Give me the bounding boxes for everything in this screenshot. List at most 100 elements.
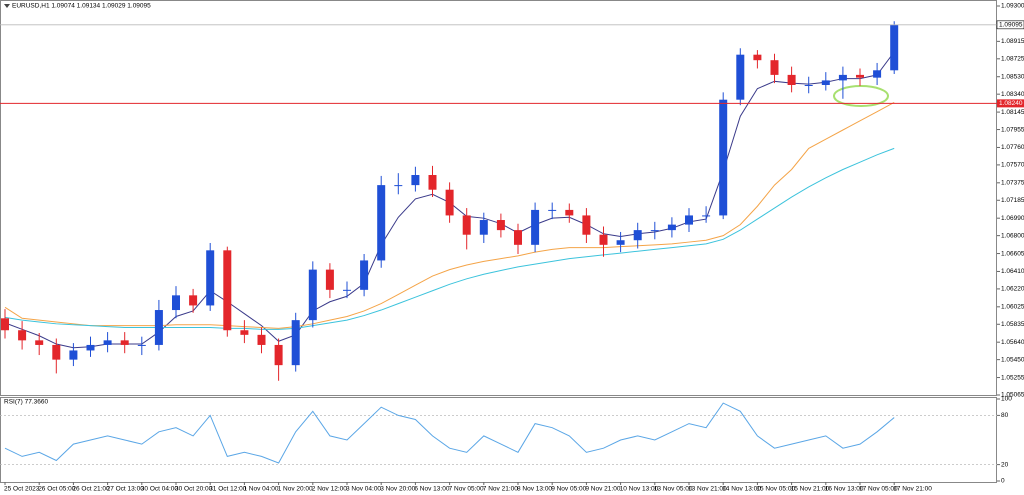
candle-body xyxy=(514,230,522,245)
rsi-panel xyxy=(0,397,997,483)
x-tick-label: 16 Nov 13:00 xyxy=(825,486,864,493)
x-tick-label: 17 Nov 21:00 xyxy=(893,486,932,493)
y-tick-label: 1.07375 xyxy=(1001,180,1024,187)
candle-body xyxy=(120,340,129,345)
rsi-line xyxy=(4,402,895,464)
support-label: 1.08240 xyxy=(999,100,1023,107)
y-tick-label: 1.05835 xyxy=(1001,321,1024,328)
candle-body xyxy=(770,60,779,75)
y-tick-label: 1.06410 xyxy=(1001,268,1024,275)
moving-average xyxy=(4,102,895,329)
candle-body xyxy=(411,175,420,186)
highlight-ellipse xyxy=(833,85,889,107)
current-price-label: 1.09095 xyxy=(999,22,1023,29)
candle-body xyxy=(821,80,830,85)
candle-body xyxy=(445,189,454,216)
candle-body xyxy=(18,330,27,341)
candle-body xyxy=(69,350,78,360)
candle-body xyxy=(479,220,488,235)
y-tick-label: 1.08725 xyxy=(1001,56,1024,63)
x-tick-label: 17 Nov 05:00 xyxy=(859,486,898,493)
x-tick-label: 1 Nov 20:00 xyxy=(278,486,313,493)
candle-body xyxy=(838,74,847,81)
candle-body xyxy=(377,185,386,261)
x-tick-label: 26 Oct 05:00 xyxy=(38,486,76,493)
x-tick-label: 14 Nov 13:00 xyxy=(722,486,761,493)
y-tick-label: 1.08145 xyxy=(1001,109,1024,116)
candle-body xyxy=(650,230,659,232)
candle-body xyxy=(565,209,574,216)
candle-body xyxy=(462,215,471,235)
y-tick-label: 1.05255 xyxy=(1001,374,1024,381)
support-label-box xyxy=(997,99,1024,108)
x-tick-label: 3 Nov 04:00 xyxy=(346,486,381,493)
y-tick-label: 1.08340 xyxy=(1001,91,1024,98)
candle-body xyxy=(360,260,369,290)
y-tick-label: 1.07185 xyxy=(1001,197,1024,204)
y-tick-label: 1.07570 xyxy=(1001,162,1024,169)
candle-body xyxy=(86,344,95,351)
candle-body xyxy=(257,334,266,345)
x-tick-label: 30 Oct 04:00 xyxy=(141,486,179,493)
moving-average xyxy=(4,147,895,330)
x-tick-label: 26 Oct 21:00 xyxy=(72,486,110,493)
candle-body xyxy=(873,70,882,78)
x-tick-label: 31 Oct 12:00 xyxy=(209,486,247,493)
y-tick-label: 1.07760 xyxy=(1001,144,1024,151)
candle-body xyxy=(719,99,728,216)
y-tick-label: 80 xyxy=(1001,412,1009,419)
price-panel xyxy=(0,0,997,396)
x-tick-label: 8 Nov 13:00 xyxy=(517,486,552,493)
candle-body xyxy=(206,250,215,306)
x-tick-label: 2 Nov 12:00 xyxy=(312,486,347,493)
candle-body xyxy=(154,310,163,345)
candle-body xyxy=(137,344,146,346)
candle-body xyxy=(702,215,711,217)
candle-body xyxy=(428,175,437,190)
x-tick-label: 30 Oct 20:00 xyxy=(175,486,213,493)
candle-body xyxy=(753,54,762,61)
x-tick-label: 10 Nov 13:00 xyxy=(620,486,659,493)
y-tick-label: 1.06220 xyxy=(1001,286,1024,293)
y-tick-label: 100 xyxy=(1001,396,1012,403)
current-price-box xyxy=(996,20,1024,30)
x-tick-label: 15 Nov 05:00 xyxy=(756,486,795,493)
rsi-title: RSI(7) 77.3660 xyxy=(4,399,48,406)
candle-body xyxy=(35,340,44,345)
candle-body xyxy=(1,318,9,331)
y-tick-label: 1.08915 xyxy=(1001,38,1024,45)
candle-body xyxy=(172,295,180,311)
candle-body xyxy=(223,250,232,331)
candle-body xyxy=(736,54,745,100)
y-tick-label: 1.06605 xyxy=(1001,250,1024,257)
candle-body xyxy=(496,220,505,231)
candle-body xyxy=(240,330,249,335)
candle-body xyxy=(325,269,334,290)
y-tick-label: 20 xyxy=(1001,461,1009,468)
candle-body xyxy=(343,289,351,291)
x-tick-label: 1 Nov 04:00 xyxy=(243,486,278,493)
candle-body xyxy=(531,209,540,245)
y-tick-label: 1.08530 xyxy=(1001,73,1024,80)
x-tick-label: 9 Nov 05:00 xyxy=(551,486,586,493)
candle-body xyxy=(804,84,813,86)
x-tick-label: 7 Nov 05:00 xyxy=(449,486,484,493)
y-tick-label: 1.06025 xyxy=(1001,304,1024,311)
candle-body xyxy=(291,320,300,366)
y-tick-label: 1.06800 xyxy=(1001,232,1024,239)
candle-body xyxy=(394,185,403,187)
x-tick-label: 15 Nov 21:00 xyxy=(791,486,830,493)
y-tick-label: 1.05450 xyxy=(1001,356,1024,363)
candle-body xyxy=(103,340,112,345)
candle-body xyxy=(633,230,642,241)
x-tick-label: 13 Nov 05:00 xyxy=(654,486,693,493)
menu-arrow xyxy=(4,4,10,8)
x-tick-label: 3 Nov 20:00 xyxy=(380,486,415,493)
candle-body xyxy=(599,234,608,245)
x-tick-label: 6 Nov 13:00 xyxy=(414,486,449,493)
y-tick-label: 1.05640 xyxy=(1001,339,1024,346)
candle-body xyxy=(856,74,864,78)
y-tick-label: 1.05065 xyxy=(1001,392,1024,399)
x-tick-label: 27 Oct 13:00 xyxy=(107,486,145,493)
